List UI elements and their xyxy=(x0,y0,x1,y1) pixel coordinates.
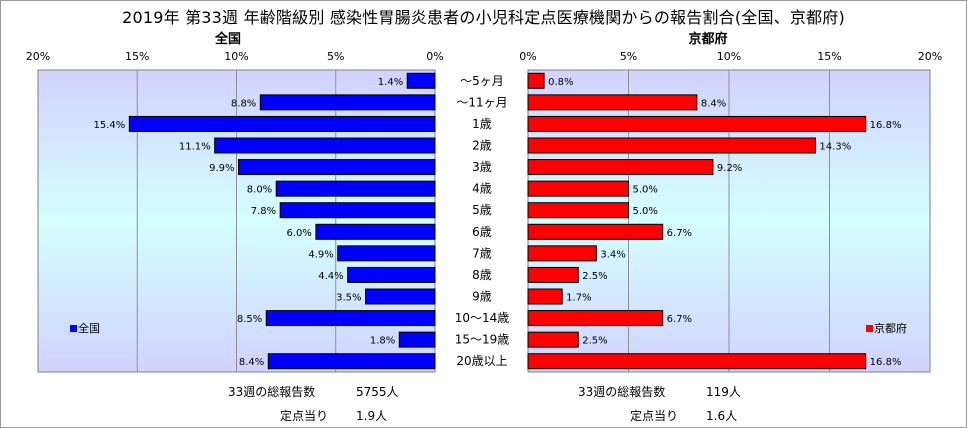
category-label: 10～14歳 xyxy=(455,311,510,325)
right-legend-label: 京都府 xyxy=(874,321,907,335)
right-data-label: 3.4% xyxy=(600,249,625,260)
right-bar xyxy=(527,180,629,197)
chart-title: 2019年 第33週 年齢階級別 感染性胃腸炎患者の小児科定点医療機関からの報告… xyxy=(122,8,845,27)
kyoto-per-value: 1.6人 xyxy=(706,409,738,423)
left-data-label: 7.8% xyxy=(251,206,276,217)
category-label: 5歳 xyxy=(472,203,492,217)
right-bar xyxy=(527,288,563,305)
category-label: 1歳 xyxy=(472,117,492,131)
left-bar xyxy=(279,202,436,219)
national-per-value: 1.9人 xyxy=(356,409,388,423)
right-data-label: 8.4% xyxy=(701,98,726,109)
national-total-value: 5755人 xyxy=(356,385,399,399)
category-label: 8歳 xyxy=(472,268,492,282)
right-bar xyxy=(527,72,545,89)
right-bar xyxy=(527,94,698,111)
right-bar xyxy=(527,353,867,370)
category-label: 4歳 xyxy=(472,182,492,196)
right-bar xyxy=(527,202,629,219)
left-tick-label: 20% xyxy=(26,50,50,63)
right-bar xyxy=(527,310,664,327)
category-label: ～5ヶ月 xyxy=(460,74,504,88)
right-data-label: 6.7% xyxy=(667,228,692,239)
category-label: 20歳以上 xyxy=(456,354,507,368)
left-tick-label: 10% xyxy=(224,50,248,63)
right-data-label: 0.8% xyxy=(548,77,573,88)
right-data-label: 5.0% xyxy=(633,185,658,196)
left-data-label: 15.4% xyxy=(94,120,126,131)
right-data-label: 16.8% xyxy=(870,357,902,368)
left-data-label: 11.1% xyxy=(179,142,211,153)
national-total-label: 33週の総報告数 xyxy=(228,385,316,399)
national-per-label: 定点当り xyxy=(280,409,329,423)
right-tick-label: 15% xyxy=(817,50,841,63)
right-data-label: 16.8% xyxy=(870,120,902,131)
category-label: 6歳 xyxy=(472,225,492,239)
right-bar xyxy=(527,245,597,262)
left-bar xyxy=(337,245,436,262)
right-bar xyxy=(527,115,867,132)
right-data-label: 9.2% xyxy=(717,163,742,174)
left-bar xyxy=(315,223,436,240)
right-tick-label: 10% xyxy=(717,50,741,63)
category-label: 15～19歳 xyxy=(455,333,510,347)
right-data-label: 5.0% xyxy=(633,206,658,217)
left-bar xyxy=(347,266,436,283)
right-data-label: 14.3% xyxy=(819,142,851,153)
right-data-label: 6.7% xyxy=(667,314,692,325)
left-data-label: 8.8% xyxy=(231,98,256,109)
left-bar xyxy=(237,159,436,176)
left-bar xyxy=(267,353,436,370)
left-data-label: 8.0% xyxy=(247,185,272,196)
right-bar xyxy=(527,331,579,348)
category-label: 9歳 xyxy=(472,290,492,304)
left-bar xyxy=(259,94,436,111)
kyoto-total-value: 119人 xyxy=(706,385,741,399)
category-label: 2歳 xyxy=(472,139,492,153)
right-data-label: 2.5% xyxy=(582,271,607,282)
right-tick-label: 5% xyxy=(620,50,637,63)
right-bar xyxy=(527,137,816,154)
left-data-label: 9.9% xyxy=(209,163,234,174)
left-data-label: 1.4% xyxy=(378,77,403,88)
category-label: ～11ヶ月 xyxy=(456,95,507,109)
left-panel-header: 全国 xyxy=(214,31,241,47)
kyoto-per-label: 定点当り xyxy=(630,409,679,423)
right-data-label: 1.7% xyxy=(566,293,591,304)
left-bar xyxy=(275,180,436,197)
left-data-label: 8.4% xyxy=(239,357,264,368)
kyoto-total-label: 33週の総報告数 xyxy=(578,385,666,399)
left-bar xyxy=(128,115,436,132)
left-tick-label: 5% xyxy=(327,50,344,63)
right-bar xyxy=(527,266,579,283)
left-bar xyxy=(265,310,436,327)
right-tick-label: 20% xyxy=(918,50,942,63)
left-legend-swatch xyxy=(70,325,77,332)
left-bar xyxy=(398,331,436,348)
right-bar xyxy=(527,223,664,240)
right-panel-header: 京都府 xyxy=(688,31,727,47)
category-label: 3歳 xyxy=(472,160,492,174)
left-data-label: 6.0% xyxy=(286,228,311,239)
left-legend-label: 全国 xyxy=(78,321,100,335)
category-label: 7歳 xyxy=(472,246,492,260)
left-bar xyxy=(406,72,436,89)
right-data-label: 2.5% xyxy=(582,336,607,347)
right-tick-label: 0% xyxy=(519,50,536,63)
left-tick-label: 0% xyxy=(426,50,443,63)
left-bar xyxy=(365,288,436,305)
right-bar xyxy=(527,159,714,176)
left-data-label: 3.5% xyxy=(336,293,361,304)
left-data-label: 4.4% xyxy=(318,271,343,282)
left-data-label: 4.9% xyxy=(308,249,333,260)
left-tick-label: 15% xyxy=(125,50,149,63)
right-legend-swatch xyxy=(866,325,873,332)
left-data-label: 1.8% xyxy=(370,336,395,347)
left-data-label: 8.5% xyxy=(237,314,262,325)
left-bar xyxy=(214,137,436,154)
